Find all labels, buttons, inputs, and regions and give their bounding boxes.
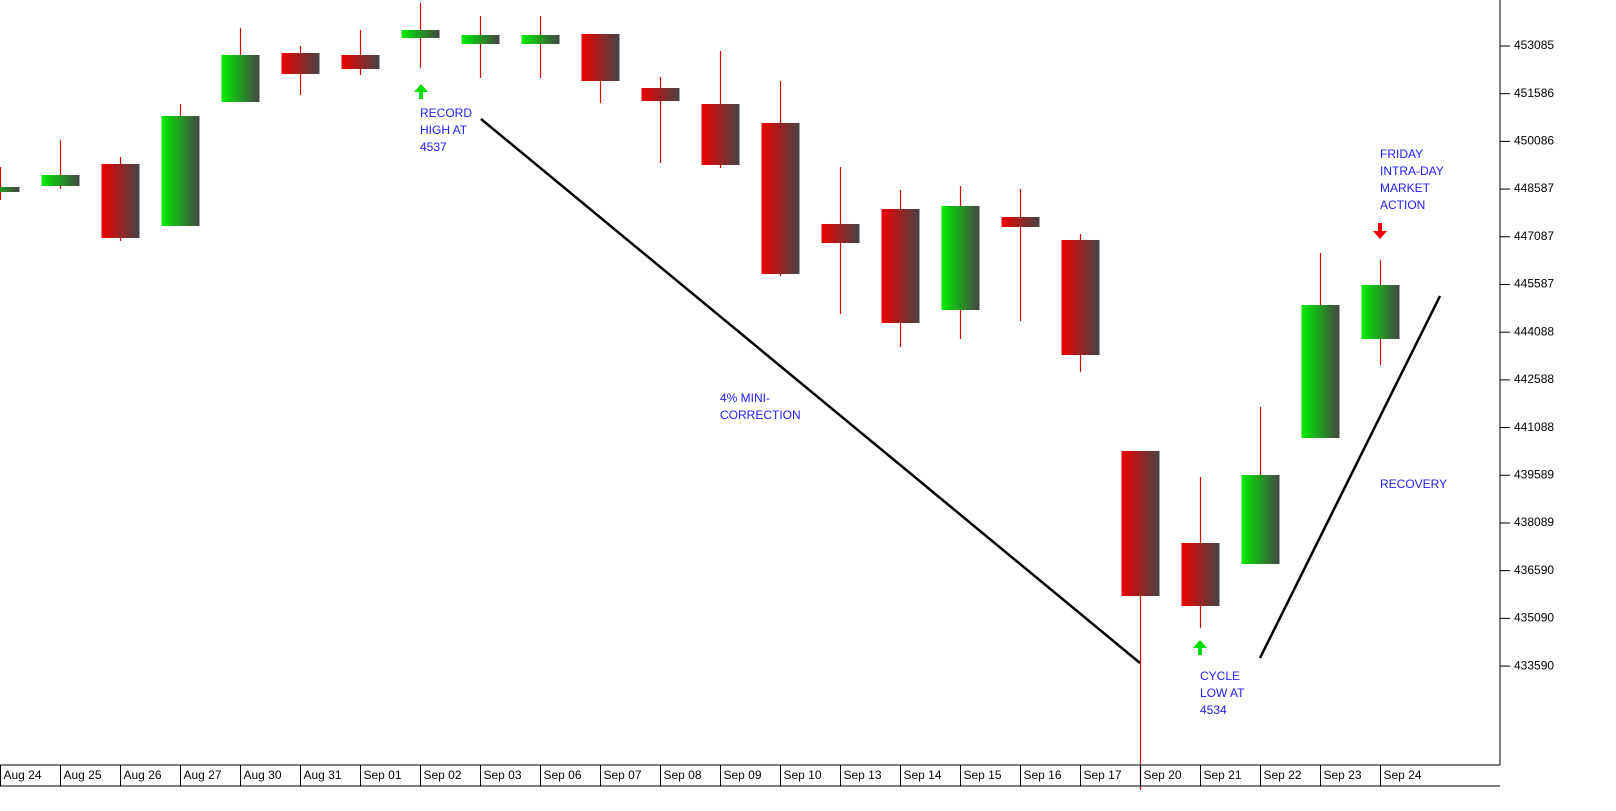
annotation: FRIDAY INTRA-DAY MARKET ACTION [1380,147,1444,212]
x-tick-label: Sep 15 [964,768,1002,782]
trend-line [480,118,1141,664]
x-tick-label: Sep 14 [904,768,942,782]
y-tick-label: 448587 [1514,181,1554,195]
candle-up [461,34,500,44]
y-tick-label: 433590 [1514,658,1554,672]
annotation: CYCLE LOW AT 4534 [1200,669,1245,717]
x-tick-label: Sep 24 [1384,768,1422,782]
annotation: RECORD HIGH AT 4537 [420,106,472,154]
candle-up [941,205,980,310]
annotation-text: INTRA-DAY [1380,164,1444,178]
x-tick-label: Sep 06 [544,768,582,782]
x-tick-label: Aug 25 [64,768,102,782]
x-tick-label: Sep 17 [1084,768,1122,782]
x-tick-label: Sep 09 [724,768,762,782]
candle-down [1001,216,1040,228]
annotation-text: ACTION [1380,198,1425,212]
y-tick-label: 436590 [1514,563,1554,577]
annotation-text: HIGH AT [420,123,468,137]
x-tick-label: Aug 24 [4,768,42,782]
candle-up [0,186,20,192]
arrow-down [1373,223,1387,239]
x-tick-label: Sep 07 [604,768,642,782]
x-tick-label: Sep 22 [1264,768,1302,782]
annotation-text: CYCLE [1200,669,1240,683]
plot-area [0,2,1400,791]
y-tick-label: 435090 [1514,611,1554,625]
annotation-text: MARKET [1380,181,1431,195]
x-tick-label: Sep 13 [844,768,882,782]
candle-up [1241,475,1280,565]
annotation-text: RECOVERY [1380,477,1447,491]
candle-up [41,175,80,187]
candle-down [1061,239,1100,356]
y-tick-label: 447087 [1514,229,1554,243]
y-tick-label: 453085 [1514,38,1554,52]
annotation: 4% MINI- CORRECTION [720,391,801,422]
annotation-text: CORRECTION [720,408,801,422]
annotation: RECOVERY [1380,477,1447,491]
x-tick-label: Sep 16 [1024,768,1062,782]
candle-down [1121,450,1160,597]
y-tick-label: 450086 [1514,134,1554,148]
y-tick-label: 438089 [1514,515,1554,529]
candle-down [341,54,380,69]
x-tick-label: Aug 31 [304,768,342,782]
arrow-up [414,84,428,99]
x-tick-label: Sep 10 [784,768,822,782]
x-tick-label: Sep 23 [1324,768,1362,782]
candle-down [641,87,680,101]
y-tick-label: 439589 [1514,467,1554,481]
candle-down [1181,543,1220,606]
annotation-text: LOW AT [1200,686,1245,700]
trend-line [1258,295,1442,659]
annotation-text: 4% MINI- [720,391,770,405]
y-tick-label: 451586 [1514,86,1554,100]
candle-down [701,104,740,165]
candle-down [761,122,800,274]
y-tick-label: 444088 [1514,324,1554,338]
candle-up [521,34,560,44]
y-tick-label: 445587 [1514,277,1554,291]
x-tick-label: Sep 21 [1204,768,1242,782]
x-tick-label: Aug 30 [244,768,282,782]
candle-up [401,29,440,38]
candle-down [581,34,620,81]
candle-up [1361,284,1400,340]
annotation-text: FRIDAY [1380,147,1423,161]
y-tick-label: 441088 [1514,420,1554,434]
x-tick-label: Sep 08 [664,768,702,782]
arrow-up [1193,640,1207,655]
x-tick-label: Aug 27 [184,768,222,782]
candle-up [161,116,200,226]
annotation-text: 4534 [1200,703,1227,717]
annotation-text: RECORD [420,106,472,120]
candle-down [281,52,320,74]
candle-up [221,54,260,103]
candle-down [821,223,860,244]
candle-down [101,163,140,238]
x-tick-label: Sep 20 [1144,768,1182,782]
annotation-text: 4537 [420,140,447,154]
x-tick-label: Aug 26 [124,768,162,782]
x-tick-label: Sep 01 [364,768,402,782]
x-tick-label: Sep 03 [484,768,522,782]
y-tick-label: 442588 [1514,372,1554,386]
candle-up [1301,305,1340,438]
candle-down [881,209,920,324]
x-tick-label: Sep 02 [424,768,462,782]
